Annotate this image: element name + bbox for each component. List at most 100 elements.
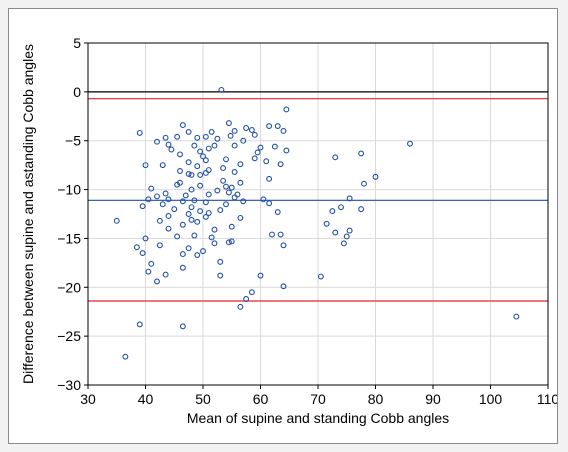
reference-lines <box>88 91 548 302</box>
data-point <box>185 211 192 217</box>
data-point <box>323 220 330 227</box>
data-point <box>142 235 149 242</box>
data-point <box>260 196 267 203</box>
data-point <box>139 250 146 257</box>
data-point <box>277 231 284 238</box>
x-tick-label: 80 <box>368 391 384 407</box>
data-point <box>208 234 215 241</box>
data-point <box>231 169 238 175</box>
y-tick-label: −15 <box>57 230 81 246</box>
data-point <box>231 194 238 201</box>
data-point <box>248 127 255 133</box>
data-point <box>165 225 172 232</box>
data-point <box>191 142 198 149</box>
data-point <box>185 128 192 135</box>
x-tick-label: 100 <box>479 391 503 407</box>
x-tick-label: 90 <box>425 391 441 407</box>
data-point <box>251 155 258 162</box>
data-point <box>194 218 201 225</box>
data-point <box>139 203 146 210</box>
x-tick-label: 50 <box>195 391 211 407</box>
data-point <box>171 206 178 213</box>
data-point <box>513 313 520 320</box>
data-point <box>234 191 241 198</box>
data-point <box>358 150 365 157</box>
data-point <box>179 221 186 228</box>
data-point <box>205 191 212 198</box>
data-point <box>156 217 163 224</box>
data-point <box>214 135 221 142</box>
data-point <box>156 242 163 249</box>
data-point <box>154 138 160 145</box>
data-point <box>225 239 232 246</box>
data-point <box>240 137 247 144</box>
data-point <box>237 179 244 186</box>
data-point <box>185 245 192 252</box>
x-tick-label: 40 <box>138 391 154 407</box>
data-point <box>191 197 198 204</box>
data-point <box>197 171 204 178</box>
data-point <box>200 248 206 255</box>
data-point <box>332 229 339 236</box>
data-point <box>220 165 227 172</box>
data-point <box>165 196 172 203</box>
y-tick-label: 5 <box>73 35 81 51</box>
data-point <box>329 208 336 215</box>
data-point <box>211 240 218 247</box>
data-point <box>266 175 273 182</box>
data-point <box>179 264 186 271</box>
data-point <box>177 151 183 158</box>
data-point <box>217 207 224 214</box>
data-point <box>231 127 238 134</box>
data-point <box>148 260 155 267</box>
data-point <box>266 200 273 207</box>
data-point <box>142 162 149 169</box>
x-axis-label: Mean of supine and standing Cobb angles <box>187 410 449 426</box>
data-point <box>179 323 186 330</box>
y-tick-label: −20 <box>57 279 81 295</box>
data-point <box>179 251 186 258</box>
data-point <box>346 195 353 202</box>
data-point <box>191 232 198 239</box>
data-point <box>185 170 192 177</box>
data-point <box>231 142 238 149</box>
data-point <box>162 134 169 141</box>
data-point <box>228 223 235 230</box>
data-point <box>202 133 209 140</box>
data-point <box>162 271 169 278</box>
data-point <box>280 242 287 249</box>
data-point <box>205 210 212 216</box>
data-point <box>145 268 152 275</box>
data-point <box>338 204 344 211</box>
y-tick-label: 0 <box>73 84 81 100</box>
x-tick-label: 70 <box>310 391 326 407</box>
data-point <box>185 159 192 166</box>
data-point <box>202 213 209 220</box>
data-point <box>274 123 281 130</box>
y-axis-label: Difference between supine and astanding … <box>20 44 36 384</box>
data-point <box>179 198 186 205</box>
data-point <box>271 143 278 150</box>
data-points <box>113 86 520 360</box>
data-point <box>194 134 201 141</box>
data-point <box>254 149 261 156</box>
data-point <box>214 187 221 194</box>
data-point <box>194 252 201 258</box>
data-point <box>269 231 275 238</box>
x-tick-label: 110 <box>537 391 557 407</box>
data-point <box>202 170 209 176</box>
data-point <box>317 273 324 280</box>
data-point <box>340 240 347 247</box>
data-point <box>220 177 227 184</box>
data-point <box>177 168 183 174</box>
x-tick-label: 60 <box>253 391 269 407</box>
x-tick-label: 30 <box>80 391 96 407</box>
data-point <box>257 272 264 279</box>
data-point <box>227 132 234 139</box>
data-point <box>174 181 181 188</box>
data-point <box>211 226 218 233</box>
data-point <box>145 196 152 203</box>
y-tick-label: −10 <box>57 182 81 198</box>
data-point <box>283 147 290 154</box>
